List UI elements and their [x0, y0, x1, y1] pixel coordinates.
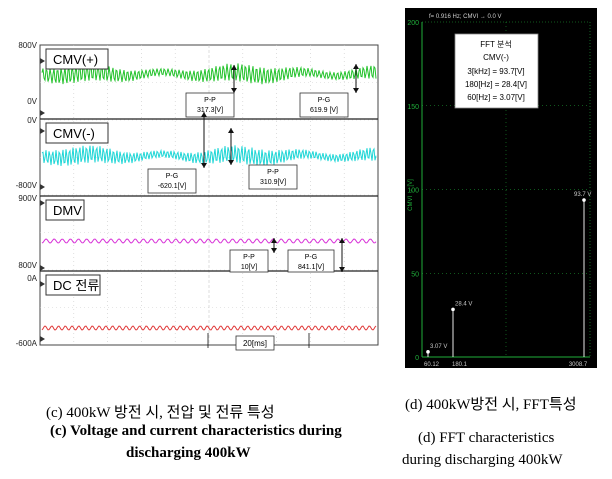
time-scale-label: 20[ms] [243, 339, 267, 348]
marker-arrow [40, 265, 45, 271]
channel-name-box [45, 199, 85, 221]
measure-arrow-head [339, 267, 345, 272]
annotation-value: 310.9[V] [260, 179, 286, 186]
marker-arrow [40, 110, 45, 116]
annotation-value: 619.9 [V] [310, 107, 338, 114]
measure-arrow-head [353, 88, 359, 93]
time-scale-box [235, 335, 275, 351]
marker-arrow [40, 184, 45, 190]
caption-d-english-line1: (d) FFT characteristics [418, 430, 555, 446]
annotation-label: P-P [204, 97, 216, 104]
channel-bottom-label: -800V [16, 181, 38, 190]
fft-ytick-label: 200 [407, 20, 419, 27]
measure-arrow-head [271, 238, 277, 243]
measure-arrow-head [339, 238, 345, 243]
fft-peak-dot [426, 350, 430, 354]
fft-ytick-label: 0 [415, 355, 419, 362]
measure-arrow-head [228, 128, 234, 133]
measure-arrow-head [201, 112, 207, 117]
channel-name: CMV(+) [53, 52, 98, 67]
fft-peak-dot [451, 307, 455, 312]
channel-name-box [45, 48, 109, 70]
caption-d-korean: (d) 400kW방전 시, FFT특성 [405, 397, 577, 413]
fft-ytick-label: 50 [411, 271, 419, 278]
fft-legend-line: 3[kHz] = 93.7[V] [467, 67, 524, 76]
channel-top-label: 800V [18, 41, 37, 50]
measure-arrow-head [228, 160, 234, 165]
annotation-value: 317.3[V] [197, 107, 223, 114]
measure-arrow-head [353, 64, 359, 69]
fft-legend-title: FFT 분석 [480, 39, 511, 49]
fft-legend-box [454, 33, 539, 109]
annotation-label: P-G [318, 97, 330, 104]
marker-arrow [40, 200, 45, 206]
fft-peak-label: 93.7 V [574, 192, 591, 198]
fft-header: f= 0.916 Hz; CMVI → 0.0 V [429, 14, 502, 20]
waveform-2 [41, 238, 377, 244]
waveform-1 [41, 145, 377, 167]
channel-name: DC 전류 [53, 278, 99, 293]
channel-top-label: 0A [27, 274, 37, 283]
fft-legend-line: 180[Hz] = 28.4[V] [465, 80, 527, 89]
caption-c-english-line1: (c) Voltage and current characteristics … [50, 423, 342, 439]
channel-bottom-label: -600A [16, 339, 38, 348]
channel-name: DMV [53, 203, 82, 218]
waveform-3 [41, 325, 377, 331]
channel-bottom-label: 800V [18, 261, 37, 270]
marker-arrow [40, 128, 45, 134]
fft-legend-line: 60[Hz] = 3.07[V] [467, 93, 525, 102]
annotation-label: P-G [166, 173, 178, 180]
channel-name-box [45, 274, 101, 296]
annotation-value: 841.1[V] [298, 264, 324, 271]
fft-x-end-label: 3008.7 [569, 362, 588, 368]
fft-peak-label: 28.4 V [455, 301, 472, 307]
measure-arrow-head [231, 65, 237, 70]
annotation-box [185, 92, 235, 118]
fft-ytick-label: 150 [407, 104, 419, 111]
channel-bottom-label: 0V [27, 97, 37, 106]
marker-arrow [40, 58, 45, 64]
annotation-value: -620.1[V] [158, 183, 186, 190]
fft-peak-label: 3.07 V [430, 344, 447, 350]
marker-arrow [40, 336, 45, 342]
measure-arrow-head [201, 163, 207, 168]
channel-top-label: 900V [18, 194, 37, 203]
channel-top-label: 0V [27, 116, 37, 125]
annotation-box [229, 249, 269, 273]
annotation-value: 10[V] [241, 264, 257, 271]
measure-arrow-head [271, 248, 277, 253]
annotation-label: P-P [243, 254, 255, 261]
annotation-box [287, 249, 335, 273]
annotation-label: P-P [267, 169, 279, 176]
marker-arrow [40, 281, 45, 287]
fft-legend-subtitle: CMV(-) [483, 53, 509, 62]
fft-x-label: 180.1 [452, 362, 468, 368]
fft-ytick-label: 100 [407, 188, 419, 195]
annotation-box [248, 164, 298, 190]
fft-x-label: 60.12 [424, 362, 440, 368]
channel-name-box [45, 122, 109, 144]
caption-c-korean: (c) 400kW 방전 시, 전압 및 전류 특성 [46, 405, 275, 421]
fft-ylabel: CMVI → [V] [408, 179, 414, 211]
channel-name: CMV(-) [53, 126, 95, 141]
annotation-box [299, 92, 349, 118]
measure-arrow-head [231, 88, 237, 93]
fft-peak-dot [582, 198, 586, 202]
caption-c-english-line2: discharging 400kW [126, 445, 251, 461]
annotation-box [147, 168, 197, 194]
caption-d-english-line2: during discharging 400kW [402, 452, 563, 468]
annotation-label: P-G [305, 254, 317, 261]
